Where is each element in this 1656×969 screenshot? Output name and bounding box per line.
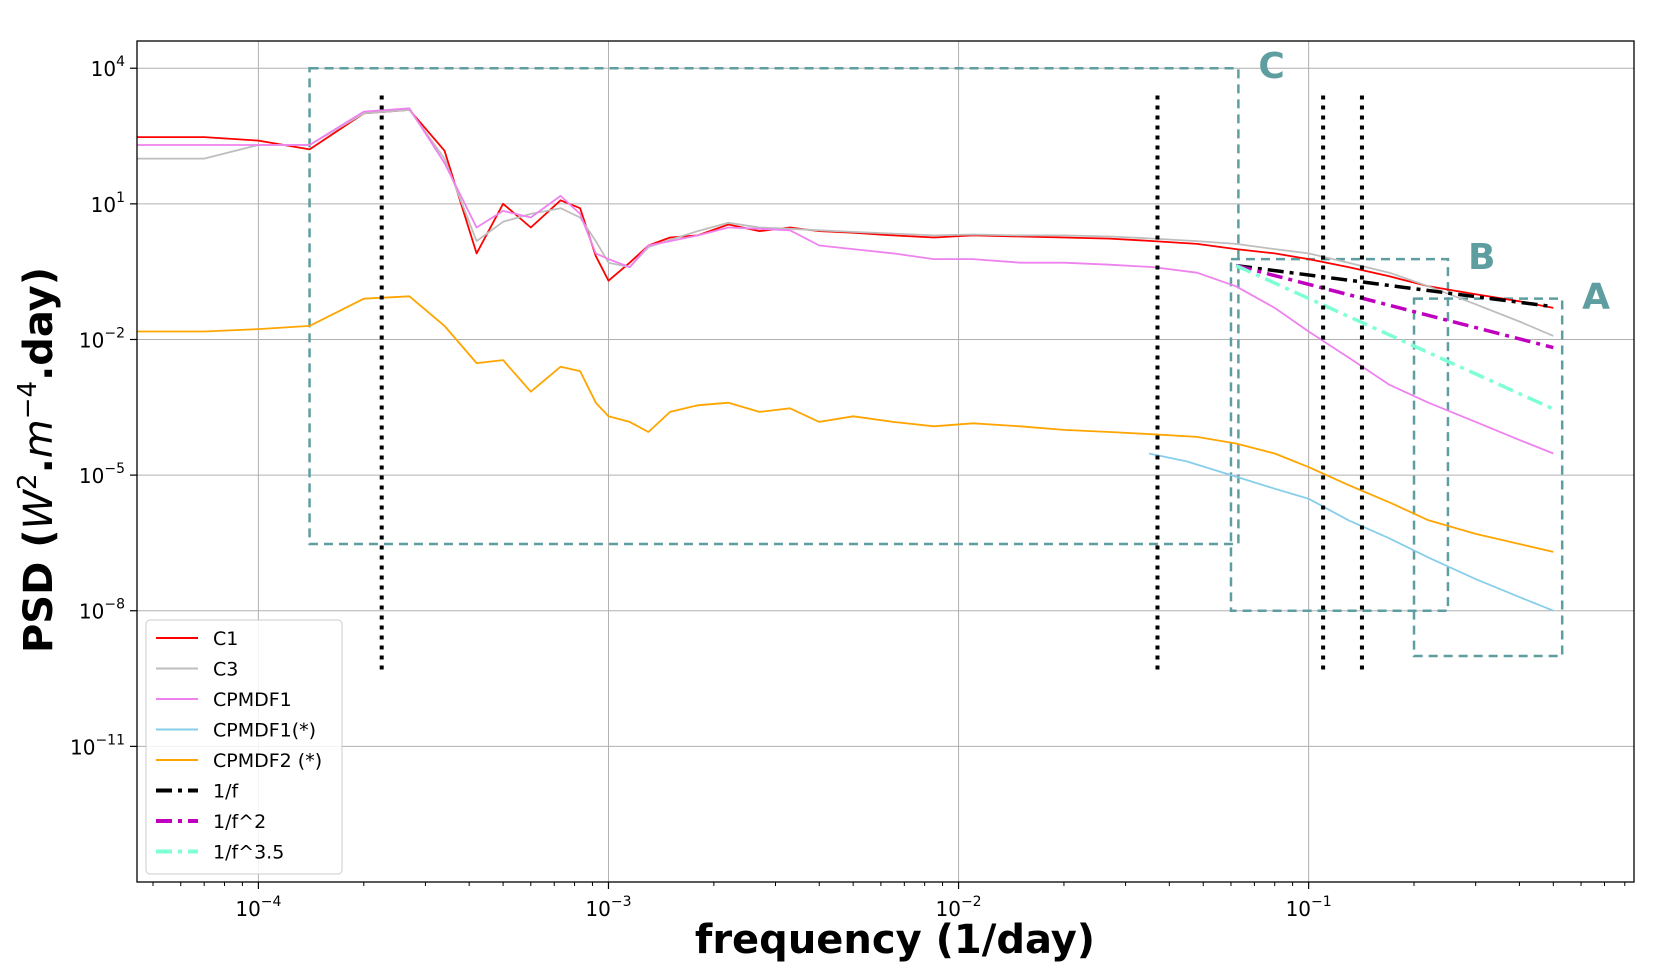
- legend-box: [145, 619, 343, 875]
- plot-frame: [136, 40, 1635, 883]
- legend-label: 1/f^3.5: [213, 842, 284, 864]
- series-line-c3: [137, 108, 1554, 337]
- series-line-cpmdf2: [137, 295, 1554, 553]
- legend-label: C3: [213, 659, 238, 681]
- grid-lines: [137, 41, 1634, 882]
- legend-label: CPMDF2 (*): [213, 750, 322, 772]
- region-boxes: [308, 66, 1564, 658]
- series-line-1-f: [1235, 263, 1554, 309]
- series-line-cpmdf1: [137, 107, 1554, 455]
- legend-label: C1: [213, 628, 238, 650]
- region-labels: C B A: [1258, 46, 1610, 317]
- series-line-1-f-3-5: [1235, 264, 1555, 411]
- legend-label: 1/f^2: [213, 811, 266, 833]
- y-axis-title: PSD (W2.m−4.day): [13, 267, 62, 653]
- series-line-1-f-2: [1235, 263, 1554, 350]
- x-axis-title: frequency (1/day): [695, 917, 1095, 963]
- legend-label: CPMDF1(*): [213, 720, 316, 742]
- series-line-cpmdf1: [1148, 452, 1554, 612]
- x-tick-label: 10−2: [936, 894, 982, 921]
- region-label-c: C: [1258, 46, 1284, 87]
- region-box-a: [1412, 297, 1564, 658]
- reference-lines: [379, 95, 1364, 674]
- legend-label: 1/f: [213, 781, 239, 803]
- region-label-a: A: [1582, 277, 1610, 318]
- region-box-c: [308, 66, 1240, 546]
- region-box-b: [1229, 257, 1450, 612]
- y-tick-label: 10−5: [79, 461, 125, 488]
- legend: C1 C3 CPMDF1 CPMDF1(*) CPMDF2 (*) 1/f 1/f^2 1/f…: [145, 619, 343, 875]
- series-group: [137, 107, 1555, 612]
- region-label-b: B: [1468, 237, 1495, 278]
- y-tick-label: 10−2: [79, 325, 125, 352]
- y-tick-label: 10−11: [70, 732, 125, 759]
- legend-label: CPMDF1: [213, 689, 292, 711]
